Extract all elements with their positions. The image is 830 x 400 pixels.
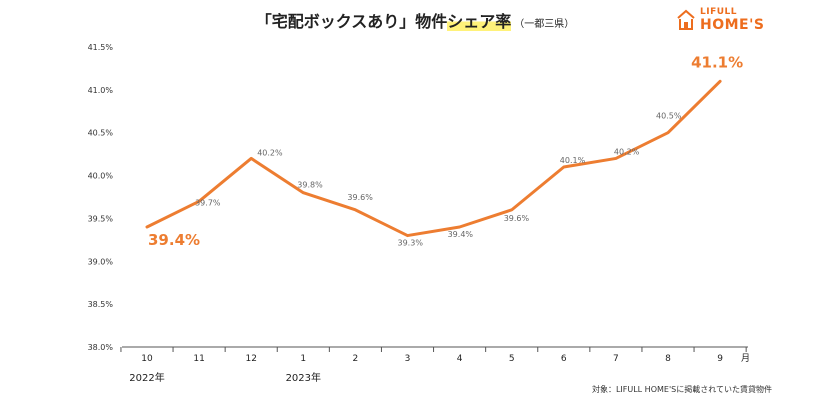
- y-tick-label: 41.5%: [88, 43, 114, 52]
- data-label-highlight: 39.4%: [148, 231, 200, 249]
- title-main: 「宅配ボックスあり」物件: [255, 12, 448, 31]
- year-label: 2023年: [286, 371, 321, 384]
- x-tick-label: 2: [353, 354, 359, 364]
- data-label: 40.2%: [614, 147, 640, 156]
- data-label: 40.5%: [656, 112, 682, 121]
- x-tick-label: 10: [141, 354, 153, 364]
- y-tick-label: 40.0%: [88, 172, 114, 181]
- x-tick-label: 5: [509, 354, 515, 364]
- x-tick-label: 12: [245, 354, 256, 364]
- logo-top-text: LIFULL: [700, 7, 738, 17]
- x-tick-label: 4: [457, 354, 463, 364]
- logo-bottom-text: HOME'S: [700, 17, 765, 33]
- data-label: 40.2%: [257, 148, 283, 157]
- year-label: 2022年: [129, 371, 164, 384]
- data-label: 39.3%: [398, 239, 424, 248]
- data-label: 39.8%: [297, 181, 323, 190]
- x-tick-label: 7: [613, 354, 619, 364]
- title-highlight: シェア率: [447, 12, 512, 31]
- footnote: 対象：LIFULL HOME'Sに掲載されていた賃貸物件: [591, 385, 772, 394]
- y-tick-label: 41.0%: [88, 86, 114, 95]
- data-label-highlight: 41.1%: [691, 53, 743, 71]
- y-tick-label: 40.5%: [88, 129, 114, 138]
- brand-logo: LIFULL HOME'S: [676, 7, 796, 33]
- data-label: 39.6%: [504, 214, 530, 223]
- series-line: [145, 79, 722, 238]
- y-tick-label: 39.5%: [88, 214, 114, 223]
- title-sub: （一都三県）: [514, 19, 575, 30]
- y-tick-label: 38.0%: [88, 343, 114, 352]
- data-label: 39.4%: [448, 230, 474, 239]
- x-tick-label: 8: [665, 354, 671, 364]
- x-axis-unit: 月: [741, 353, 750, 364]
- data-label: 39.7%: [195, 198, 221, 207]
- data-label: 40.1%: [560, 156, 586, 165]
- house-icon: [677, 9, 695, 30]
- x-tick-label: 3: [405, 354, 411, 364]
- x-tick-label: 11: [193, 354, 204, 364]
- chart-title: 「宅配ボックスあり」物件シェア率 （一都三県）: [0, 8, 830, 32]
- data-label: 39.6%: [347, 193, 373, 202]
- y-tick-label: 39.0%: [88, 257, 114, 266]
- y-tick-label: 38.5%: [88, 300, 114, 309]
- x-tick-label: 1: [300, 354, 306, 364]
- x-tick-label: 6: [561, 354, 567, 364]
- x-tick-label: 9: [717, 354, 723, 364]
